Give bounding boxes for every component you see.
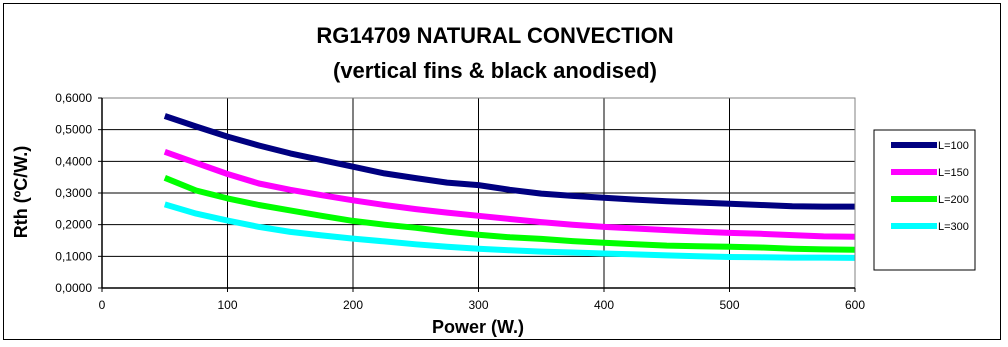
y-tick-label: 0,2000 bbox=[55, 218, 92, 232]
series-line-l-200 bbox=[163, 175, 856, 253]
x-axis-label: Power (W.) bbox=[432, 317, 524, 337]
y-tick-label: 0,1000 bbox=[55, 249, 92, 263]
y-tick-label: 0,6000 bbox=[55, 91, 92, 105]
legend-label-l-200: L=200 bbox=[938, 194, 969, 206]
legend-label-l-150: L=150 bbox=[938, 167, 969, 179]
x-tick-label: 300 bbox=[468, 298, 488, 312]
axes bbox=[98, 97, 856, 292]
y-tick-label: 0,3000 bbox=[55, 186, 92, 200]
x-tick-label: 100 bbox=[217, 298, 237, 312]
y-tick-label: 0,4000 bbox=[55, 154, 92, 168]
x-tick-label: 200 bbox=[343, 298, 363, 312]
y-tick-label: 0,5000 bbox=[55, 123, 92, 137]
series-layer bbox=[163, 113, 856, 261]
series-line-l-300 bbox=[163, 201, 856, 261]
x-tick-label: 600 bbox=[845, 298, 865, 312]
x-tick-label: 400 bbox=[594, 298, 614, 312]
x-tick-label: 0 bbox=[99, 298, 106, 312]
legend-label-l-300: L=300 bbox=[938, 221, 969, 233]
x-tick-label: 500 bbox=[719, 298, 739, 312]
tick-labels: 0 100 200 300 400 500 600 0,0000 0,1000 0,2000 0,3… bbox=[55, 91, 865, 312]
legend-label-l-100: L=100 bbox=[938, 140, 969, 152]
y-axis-label: Rth (ºC/W.) bbox=[11, 146, 31, 239]
series-line-l-150 bbox=[163, 148, 856, 240]
y-tick-label: 0,0000 bbox=[55, 281, 92, 295]
chart-title: RG14709 NATURAL CONVECTION bbox=[316, 23, 673, 48]
chart-subtitle: (vertical fins & black anodised) bbox=[333, 58, 657, 83]
series-line-l-100 bbox=[163, 113, 855, 210]
legend: L=100 L=150 L=200 L=300 bbox=[873, 129, 976, 271]
